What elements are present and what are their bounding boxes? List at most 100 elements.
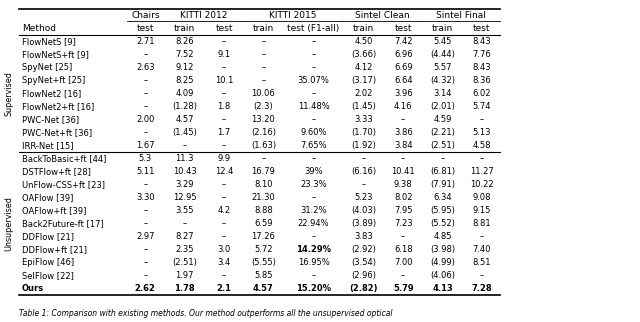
Text: Sintel Clean: Sintel Clean bbox=[355, 11, 410, 20]
Text: –: – bbox=[312, 37, 316, 46]
Text: 3.84: 3.84 bbox=[394, 141, 413, 150]
Text: SpyNet [25]: SpyNet [25] bbox=[22, 63, 72, 72]
Text: Chairs: Chairs bbox=[131, 11, 159, 20]
Text: –: – bbox=[401, 115, 405, 124]
Text: 4.13: 4.13 bbox=[432, 284, 453, 293]
Text: 2.97: 2.97 bbox=[136, 232, 154, 241]
Text: 1.7: 1.7 bbox=[218, 128, 230, 137]
Text: (3.17): (3.17) bbox=[351, 76, 376, 85]
Text: –: – bbox=[312, 154, 316, 163]
Text: UnFlow-CSS+ft [23]: UnFlow-CSS+ft [23] bbox=[22, 180, 105, 189]
Text: 3.29: 3.29 bbox=[175, 180, 194, 189]
Text: –: – bbox=[222, 141, 226, 150]
Text: OAFlow+ft [39]: OAFlow+ft [39] bbox=[22, 206, 86, 215]
Text: –: – bbox=[222, 219, 226, 228]
Text: 12.4: 12.4 bbox=[215, 167, 233, 176]
Text: 4.50: 4.50 bbox=[355, 37, 373, 46]
Text: Supervised: Supervised bbox=[4, 71, 13, 116]
Text: 9.60%: 9.60% bbox=[300, 128, 327, 137]
Text: (5.55): (5.55) bbox=[251, 258, 276, 267]
Text: (2.16): (2.16) bbox=[251, 128, 276, 137]
Text: (2.3): (2.3) bbox=[253, 102, 273, 111]
Text: 16.95%: 16.95% bbox=[298, 258, 330, 267]
Text: –: – bbox=[312, 89, 316, 98]
Text: EpiFlow [46]: EpiFlow [46] bbox=[22, 258, 74, 267]
Text: Sintel Final: Sintel Final bbox=[436, 11, 486, 20]
Text: 2.62: 2.62 bbox=[135, 284, 156, 293]
Text: 35.07%: 35.07% bbox=[298, 76, 330, 85]
Text: –: – bbox=[261, 76, 266, 85]
Text: 7.40: 7.40 bbox=[473, 245, 491, 254]
Text: 11.48%: 11.48% bbox=[298, 102, 330, 111]
Text: 4.59: 4.59 bbox=[433, 115, 452, 124]
Text: 1.8: 1.8 bbox=[218, 102, 230, 111]
Text: 5.85: 5.85 bbox=[254, 271, 273, 280]
Text: –: – bbox=[222, 37, 226, 46]
Text: 3.30: 3.30 bbox=[136, 193, 155, 202]
Text: –: – bbox=[261, 63, 266, 72]
Text: 14.29%: 14.29% bbox=[296, 245, 331, 254]
Text: –: – bbox=[480, 232, 484, 241]
Text: DSTFlow+ft [28]: DSTFlow+ft [28] bbox=[22, 167, 91, 176]
Text: 9.9: 9.9 bbox=[218, 154, 230, 163]
Text: (2.51): (2.51) bbox=[430, 141, 455, 150]
Text: PWC-Net [36]: PWC-Net [36] bbox=[22, 115, 79, 124]
Text: –: – bbox=[143, 245, 147, 254]
Text: 8.02: 8.02 bbox=[394, 193, 412, 202]
Text: test (F1-all): test (F1-all) bbox=[287, 24, 340, 33]
Text: 23.3%: 23.3% bbox=[300, 180, 327, 189]
Text: 8.88: 8.88 bbox=[254, 206, 273, 215]
Text: –: – bbox=[480, 115, 484, 124]
Text: –: – bbox=[480, 271, 484, 280]
Text: –: – bbox=[401, 232, 405, 241]
Text: –: – bbox=[182, 219, 187, 228]
Text: 5.57: 5.57 bbox=[433, 63, 452, 72]
Text: –: – bbox=[222, 232, 226, 241]
Text: 4.58: 4.58 bbox=[473, 141, 491, 150]
Text: train: train bbox=[353, 24, 374, 33]
Text: 2.1: 2.1 bbox=[216, 284, 232, 293]
Text: (3.66): (3.66) bbox=[351, 50, 376, 59]
Text: (1.63): (1.63) bbox=[251, 141, 276, 150]
Text: 12.95: 12.95 bbox=[173, 193, 196, 202]
Text: (2.01): (2.01) bbox=[430, 102, 455, 111]
Text: SpyNet+ft [25]: SpyNet+ft [25] bbox=[22, 76, 85, 85]
Text: (2.21): (2.21) bbox=[430, 128, 455, 137]
Text: train: train bbox=[253, 24, 274, 33]
Text: 13.20: 13.20 bbox=[252, 115, 275, 124]
Text: –: – bbox=[261, 50, 266, 59]
Text: 2.00: 2.00 bbox=[136, 115, 154, 124]
Text: 6.64: 6.64 bbox=[394, 76, 413, 85]
Text: 17.26: 17.26 bbox=[252, 232, 275, 241]
Text: –: – bbox=[362, 154, 366, 163]
Text: FlowNetS [9]: FlowNetS [9] bbox=[22, 37, 76, 46]
Text: 9.1: 9.1 bbox=[218, 50, 230, 59]
Text: 10.06: 10.06 bbox=[252, 89, 275, 98]
Text: FlowNetS+ft [9]: FlowNetS+ft [9] bbox=[22, 50, 88, 59]
Text: –: – bbox=[222, 89, 226, 98]
Text: –: – bbox=[401, 271, 405, 280]
Text: –: – bbox=[182, 141, 187, 150]
Text: –: – bbox=[222, 271, 226, 280]
Text: –: – bbox=[222, 115, 226, 124]
Text: (4.03): (4.03) bbox=[351, 206, 376, 215]
Text: 8.43: 8.43 bbox=[472, 37, 492, 46]
Text: 4.85: 4.85 bbox=[433, 232, 452, 241]
Text: DDFlow [21]: DDFlow [21] bbox=[22, 232, 74, 241]
Text: 10.41: 10.41 bbox=[392, 167, 415, 176]
Text: 7.42: 7.42 bbox=[394, 37, 412, 46]
Text: –: – bbox=[143, 102, 147, 111]
Text: DDFlow+ft [21]: DDFlow+ft [21] bbox=[22, 245, 87, 254]
Text: 11.3: 11.3 bbox=[175, 154, 194, 163]
Text: 4.57: 4.57 bbox=[175, 115, 194, 124]
Text: 4.12: 4.12 bbox=[355, 63, 373, 72]
Text: 2.71: 2.71 bbox=[136, 37, 154, 46]
Text: 1.67: 1.67 bbox=[136, 141, 155, 150]
Text: 6.69: 6.69 bbox=[394, 63, 413, 72]
Text: –: – bbox=[261, 37, 266, 46]
Text: 3.83: 3.83 bbox=[355, 232, 373, 241]
Text: (5.95): (5.95) bbox=[430, 206, 455, 215]
Text: –: – bbox=[143, 206, 147, 215]
Text: 5.11: 5.11 bbox=[136, 167, 154, 176]
Text: (3.98): (3.98) bbox=[430, 245, 455, 254]
